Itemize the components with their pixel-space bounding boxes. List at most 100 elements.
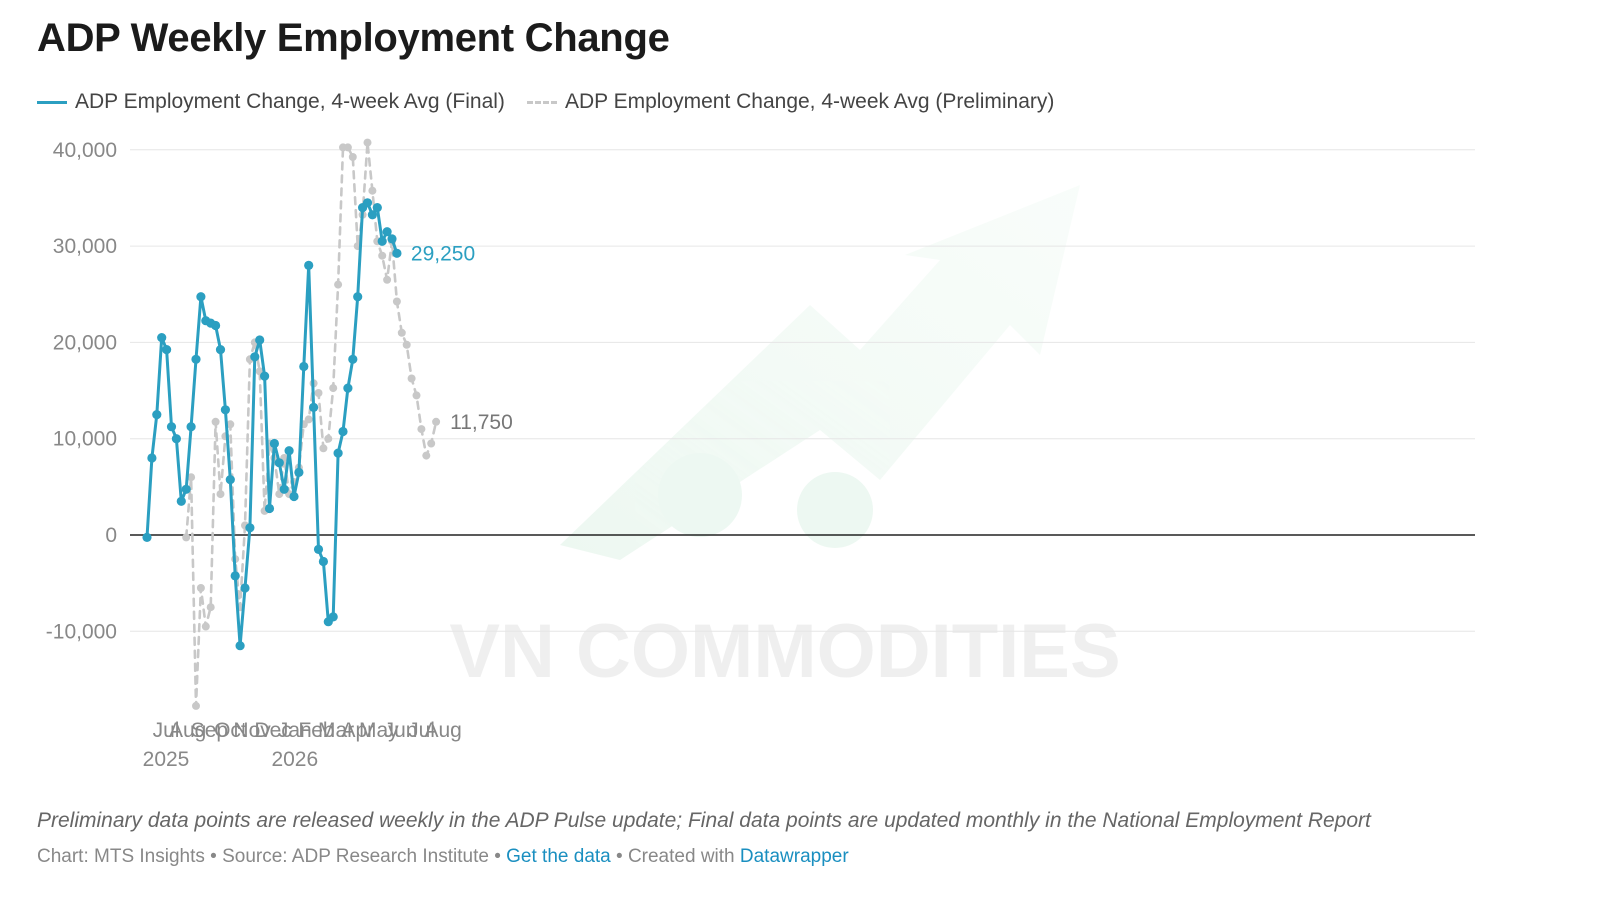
x-tick-label: Aug: [425, 719, 462, 742]
x-tick-label: Jul: [408, 719, 435, 742]
x-tick-label: May: [359, 719, 399, 742]
data-point-final: [304, 260, 314, 270]
data-point-final: [181, 484, 191, 494]
data-point-final: [328, 612, 338, 622]
data-point-final: [255, 335, 265, 345]
data-point-final: [353, 292, 363, 302]
datawrapper-link[interactable]: Datawrapper: [739, 846, 849, 867]
x-tick-label: Jan: [278, 719, 312, 742]
x-tick-year-label: 2025: [143, 748, 190, 771]
data-point-final: [186, 422, 196, 432]
data-point-preliminary: [348, 153, 357, 161]
x-tick-label: Jul: [153, 719, 180, 742]
legend-label-preliminary: ADP Employment Change, 4-week Avg (Preli…: [564, 90, 1055, 113]
data-point-preliminary: [422, 451, 431, 460]
data-point-final: [284, 446, 294, 456]
data-point-preliminary: [196, 584, 205, 592]
data-point-preliminary: [392, 297, 401, 306]
data-point-preliminary: [206, 603, 215, 612]
legend-label-final: ADP Employment Change, 4-week Avg (Final…: [75, 90, 505, 113]
data-point-preliminary: [334, 280, 343, 289]
legend-item-preliminary: ADP Employment Change, 4-week Avg (Preli…: [526, 90, 1055, 114]
data-point-preliminary: [187, 473, 196, 482]
data-point-preliminary: [304, 415, 313, 424]
chart-title: ADP Weekly Employment Change: [37, 16, 670, 60]
chart-legend: ADP Employment Change, 4-week Avg (Final…: [37, 90, 1076, 114]
credits-source: Chart: MTS Insights • Source: ADP Resear…: [37, 846, 507, 867]
data-point-final: [313, 544, 324, 555]
data-point-preliminary: [432, 417, 441, 426]
data-point-preliminary: [402, 340, 411, 349]
series-line-preliminary: [184, 141, 438, 708]
data-point-preliminary: [182, 533, 191, 542]
data-point-final: [269, 438, 279, 449]
data-point-final: [274, 458, 284, 468]
credits-created-with: • Created with: [610, 846, 740, 867]
data-point-preliminary: [363, 138, 372, 147]
data-point-final: [147, 453, 157, 463]
data-point-preliminary: [216, 490, 225, 499]
data-point-final: [215, 345, 226, 355]
data-point-final: [387, 234, 397, 244]
get-the-data-link[interactable]: Get the data: [506, 846, 611, 867]
data-point-final: [343, 383, 353, 393]
chart-credits: Chart: MTS Insights • Source: ADP Resear…: [37, 846, 849, 868]
series-preliminary: [182, 138, 441, 710]
data-point-final: [250, 352, 260, 362]
data-point-preliminary: [378, 251, 387, 260]
x-tick-year-label: 2026: [271, 748, 318, 771]
data-point-preliminary: [343, 143, 352, 152]
data-point-final: [289, 491, 299, 502]
data-point-final: [176, 496, 186, 506]
legend-swatch-final: [37, 100, 67, 104]
data-point-preliminary: [226, 420, 235, 429]
data-point-final: [235, 641, 245, 651]
y-tick-label: -10,000: [46, 620, 117, 643]
data-point-final: [196, 292, 206, 302]
data-point-final: [309, 402, 319, 412]
legend-swatch-preliminary: [526, 100, 557, 104]
end-label-final: 29,250: [411, 242, 475, 265]
data-point-final: [260, 371, 270, 381]
y-tick-label: 0: [105, 524, 117, 547]
y-tick-label: 40,000: [53, 139, 117, 162]
line-chart: VN COMMODITIES 40,000 30,000 20,000 10,000 0…: [46, 138, 1475, 771]
data-point-final: [318, 556, 328, 567]
data-point-final: [382, 227, 392, 237]
x-tick-label: Apr: [341, 719, 374, 742]
data-point-preliminary: [417, 425, 426, 434]
y-tick-label: 30,000: [53, 235, 117, 258]
data-point-final: [166, 422, 177, 432]
data-point-final: [152, 410, 162, 420]
data-point-final: [299, 361, 309, 372]
legend-item-final: ADP Employment Change, 4-week Avg (Final…: [37, 90, 505, 114]
data-point-final: [377, 236, 387, 246]
data-point-preliminary: [211, 417, 220, 426]
end-label-preliminary: 11,750: [450, 411, 513, 434]
data-point-final: [264, 503, 275, 514]
data-point-final: [157, 333, 167, 343]
x-tick-label: Jun: [384, 719, 418, 742]
chart-footnote: Preliminary data points are released wee…: [37, 809, 1371, 832]
data-point-preliminary: [314, 389, 323, 397]
series-line-final: [145, 201, 399, 648]
data-point-final: [211, 320, 221, 331]
data-point-final: [220, 405, 230, 415]
data-point-final: [362, 198, 373, 208]
data-point-final: [392, 248, 402, 258]
data-point-final: [171, 434, 181, 444]
data-point-final: [225, 475, 235, 485]
data-point-final: [279, 484, 289, 494]
data-point-preliminary: [383, 275, 392, 284]
x-tick-label: Feb: [298, 719, 334, 742]
data-point-final: [191, 354, 201, 364]
data-point-final: [348, 354, 358, 364]
data-point-preliminary: [324, 434, 333, 443]
data-point-preliminary: [201, 622, 210, 631]
x-tick-label: Aug: [169, 719, 206, 742]
x-tick-label: Mar: [318, 719, 354, 742]
data-point-preliminary: [397, 328, 406, 337]
data-point-final: [240, 583, 250, 593]
x-tick-label: Sep: [191, 719, 228, 742]
data-point-final: [294, 467, 304, 477]
